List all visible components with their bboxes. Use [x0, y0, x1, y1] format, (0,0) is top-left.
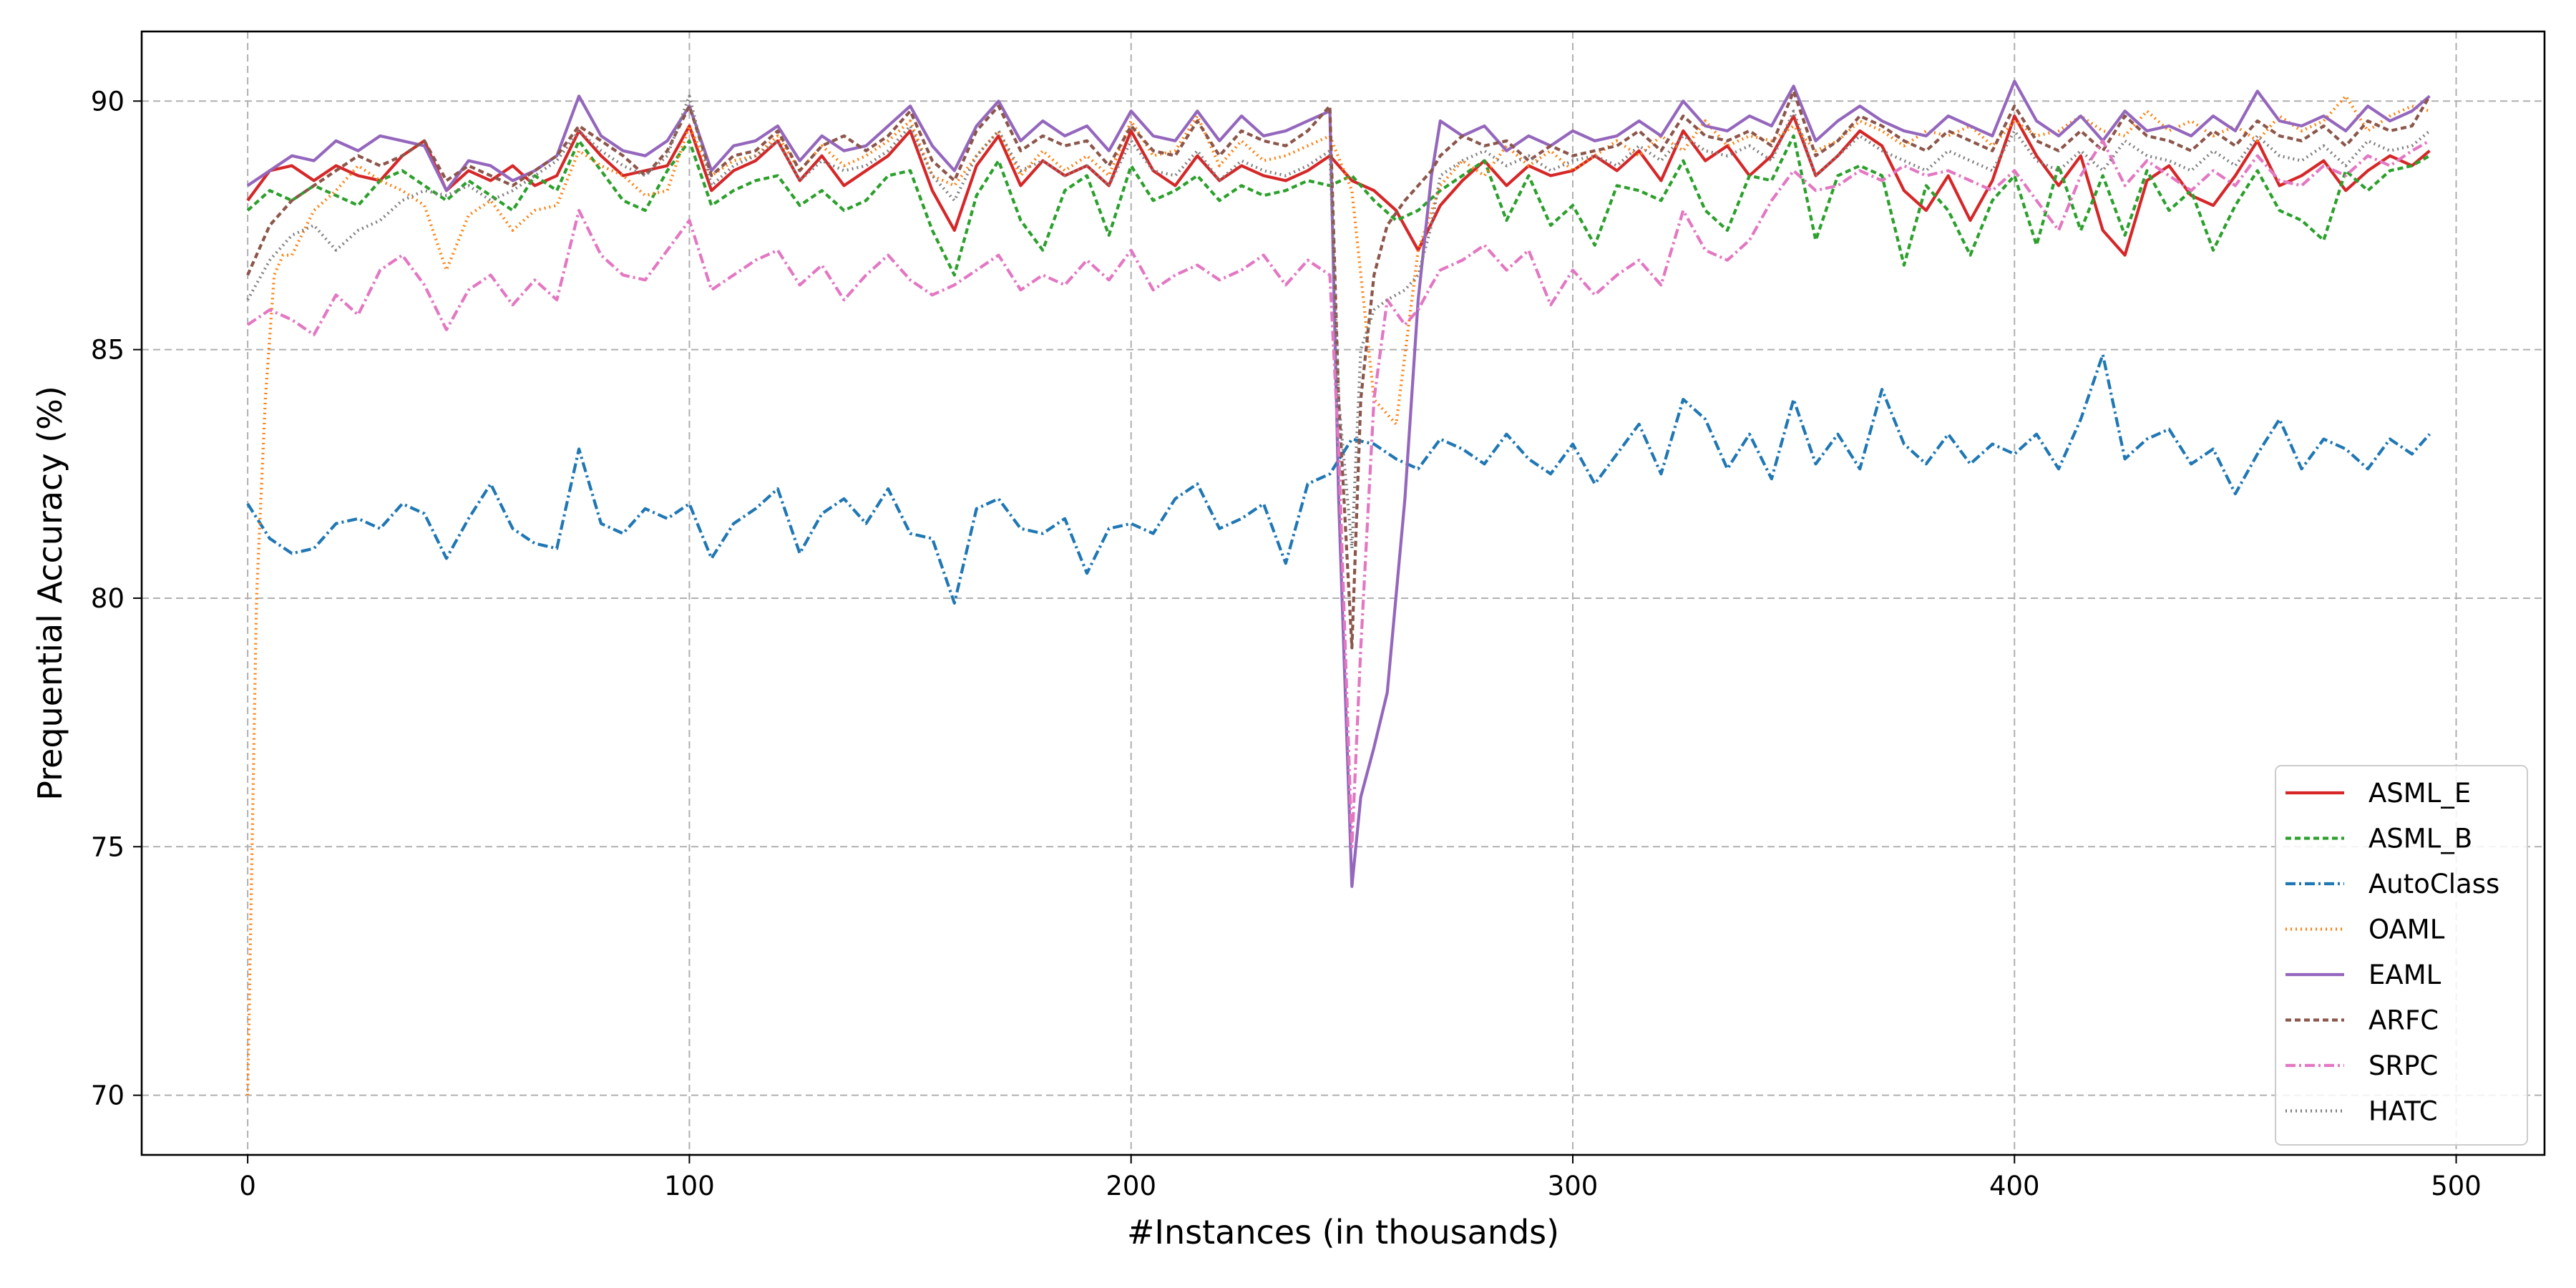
series-line-oaml	[246, 94, 2431, 1096]
x-tick-label: 500	[2431, 1171, 2482, 1201]
series-line-autoclass	[246, 353, 2431, 605]
y-tick-label: 80	[91, 583, 125, 614]
y-axis-label: Prequential Accuracy (%)	[31, 386, 69, 801]
series-line-asml-e	[246, 114, 2431, 257]
axis-ticks: 0 100 200 300 400 500 70 75 80 85 90	[91, 86, 2482, 1201]
y-tick-label: 85	[91, 335, 125, 366]
x-tick-label: 300	[1548, 1171, 1599, 1201]
legend-label: ASML_B	[2368, 824, 2472, 854]
legend-box	[2275, 765, 2528, 1146]
plot-frame	[140, 30, 2546, 1156]
y-tick-label: 90	[91, 86, 125, 117]
series-line-asml-b	[246, 134, 2431, 277]
legend-label: ARFC	[2368, 1005, 2439, 1036]
x-tick-label: 0	[239, 1171, 256, 1201]
x-tick-label: 100	[664, 1171, 715, 1201]
x-tick-label: 200	[1106, 1171, 1156, 1201]
grid-lines	[142, 31, 2545, 1155]
legend-label: ASML_E	[2368, 778, 2471, 809]
series-line-eaml	[246, 79, 2431, 889]
y-tick-label: 75	[91, 831, 125, 862]
y-tick-label: 70	[91, 1080, 125, 1111]
legend-label: SRPC	[2368, 1050, 2438, 1081]
legend-label: AutoClass	[2368, 869, 2499, 899]
legend-label: HATC	[2368, 1096, 2438, 1127]
x-tick-label: 400	[1989, 1171, 2040, 1201]
plot-lines	[246, 79, 2431, 1096]
legend-label: EAML	[2368, 960, 2441, 990]
legend: ASML_E ASML_B AutoClass OAML EAML ARFC SRPC HAT…	[2275, 765, 2528, 1146]
series-line-srpc	[246, 139, 2431, 849]
legend-label: OAML	[2368, 914, 2445, 945]
x-axis-label: #Instances (in thousands)	[1127, 1213, 1559, 1252]
series-line-arfc	[246, 89, 2431, 650]
